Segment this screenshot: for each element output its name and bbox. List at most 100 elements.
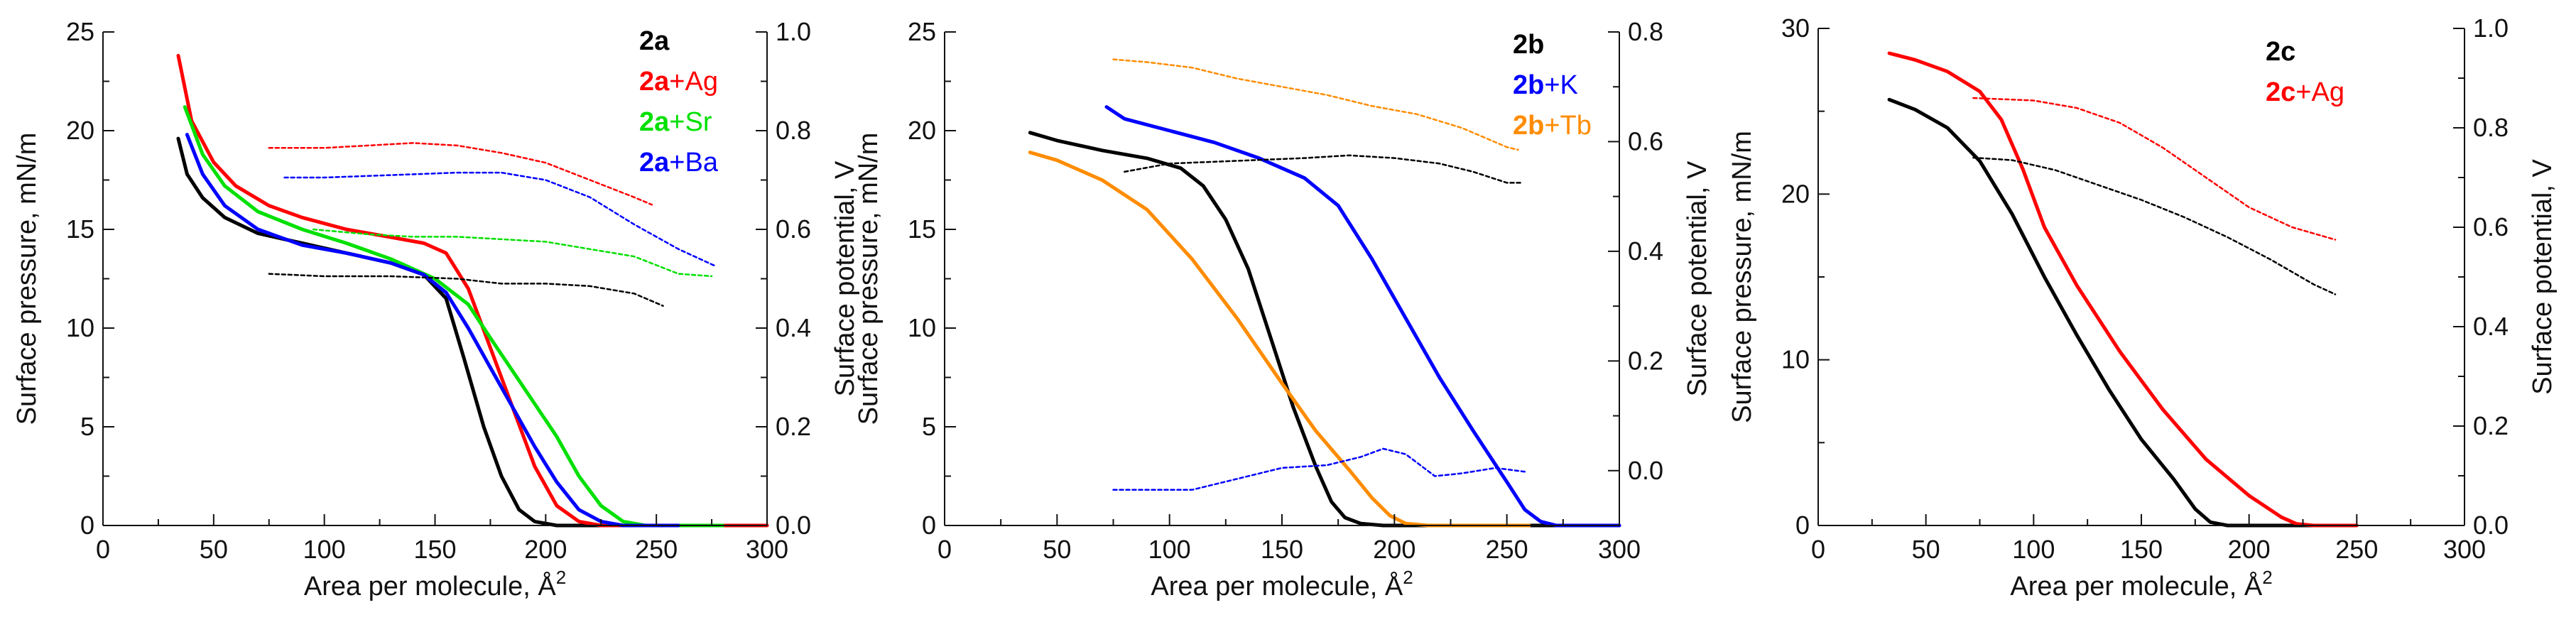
x-axis-label-sup: 2 [556, 567, 566, 588]
legend-entry: 2a+Ba [639, 148, 719, 178]
chart-panel-2: 0 50 100 150 200 250 300 0 5 10 15 20 25 0.0 0.2 0.4 0.6… [854, 17, 1712, 601]
y-tick-label: 25 [66, 17, 94, 46]
x-tick-label: 50 [1912, 535, 1940, 564]
x-tick-label: 250 [2335, 535, 2378, 564]
x-tick-label: 50 [1043, 535, 1071, 564]
y2-axis-label: Surface potential, V [1683, 160, 1712, 396]
series-line-1-pressure [176, 136, 769, 528]
series-line-4-potential [1112, 58, 1519, 151]
y-tick-label: 30 [1781, 13, 1810, 43]
x-tick-label: 0 [1811, 535, 1825, 564]
series-line-2-pressure [176, 53, 769, 528]
legend-entry-bold: 2a [639, 107, 670, 137]
x-tick-label: 250 [1486, 535, 1528, 564]
series-line-1-pressure [1887, 97, 2337, 528]
legend-entry: 2c+Ag [2266, 77, 2344, 107]
series-line-4-pressure [185, 133, 680, 528]
y-axis-label: Surface pressure, mN/m [854, 133, 884, 425]
legend-entry: 2a+Sr [639, 107, 712, 137]
y2-axis-label: Surface potential, V [830, 160, 860, 396]
x-tick-label: 150 [413, 535, 456, 564]
chart-panel-1: 0 50 100 150 200 250 300 0 5 10 15 20 25 0.0 0.2 0.4 0.6… [12, 17, 860, 601]
legend-entry-rest: +Ba [669, 148, 719, 178]
legend-entry: 2b [1513, 30, 1544, 60]
series-line-3-pressure [1028, 151, 1531, 528]
y2-tick-label: 1.0 [776, 17, 811, 46]
y2-tick-label: 1.0 [2473, 13, 2509, 43]
x-tick-label: 50 [200, 535, 228, 564]
x-tick-label: 100 [303, 535, 346, 564]
x-tick-label: 0 [96, 535, 110, 564]
series-line-8-potential [268, 273, 664, 307]
y-tick-label: 0 [1795, 511, 1810, 540]
series-line-1-pressure [1028, 131, 1621, 528]
series-line-7-potential [312, 228, 713, 278]
legend-entry-bold: 2b [1513, 111, 1544, 141]
series-line-5-potential [1124, 154, 1524, 184]
legend-entry-rest: +Ag [2295, 77, 2344, 107]
series-line-3-pressure [1887, 51, 2359, 528]
y-tick-label: 5 [80, 412, 94, 441]
x-tick-label: 300 [746, 535, 788, 564]
series-line-6-potential [283, 171, 717, 268]
legend-entry-bold: 2a [639, 148, 670, 178]
legend-entry: 2b+K [1513, 70, 1578, 100]
series-line-6-potential [1112, 447, 1526, 491]
y-tick-label: 25 [908, 17, 936, 46]
legend-entry-bold: 2a [639, 26, 670, 56]
series-line-2-pressure [1104, 105, 1621, 528]
x-tick-label: 250 [635, 535, 678, 564]
chart-panel-3: 0 50 100 150 200 250 300 0 10 20 30 0.0 0.2 0.4 0.6 0.8… [1727, 13, 2558, 601]
legend-entry-bold: 2c [2266, 77, 2295, 107]
y-tick-label: 10 [66, 313, 94, 342]
axes: 0 50 100 150 200 250 300 0 10 20 30 0.0 0.2 0.4 0.6 0.8… [1727, 13, 2558, 601]
y-tick-label: 15 [908, 214, 936, 244]
axes: 0 50 100 150 200 250 300 0 5 10 15 20 25 0.0 0.2 0.4 0.6… [12, 17, 860, 601]
axes: 0 50 100 150 200 250 300 0 5 10 15 20 25 0.0 0.2 0.4 0.6… [854, 17, 1712, 601]
y2-tick-label: 0.8 [1628, 17, 1663, 46]
y2-tick-label: 0.0 [2473, 511, 2509, 540]
legend-entry: 2a+Ag [639, 67, 718, 97]
series-line-3-pressure [183, 105, 725, 528]
legend-entry-rest: +Ag [669, 67, 718, 97]
y2-tick-label: 0.2 [1628, 346, 1663, 375]
y2-tick-label: 0.2 [2473, 411, 2509, 440]
y2-tick-label: 0.0 [776, 511, 811, 540]
series-line-5-potential [268, 142, 653, 206]
x-tick-label: 100 [2012, 535, 2055, 564]
x-tick-label: 300 [2443, 535, 2486, 564]
x-tick-label: 200 [1373, 535, 1415, 564]
y2-tick-label: 0.0 [1628, 456, 1663, 485]
x-tick-label: 150 [2120, 535, 2163, 564]
x-tick-label: 150 [1261, 535, 1303, 564]
legend-entry-bold: 2b [1513, 70, 1544, 100]
x-tick-label: 100 [1148, 535, 1191, 564]
y2-tick-label: 0.4 [1628, 236, 1663, 266]
y-tick-label: 5 [922, 412, 936, 441]
x-tick-label: 300 [1598, 535, 1641, 564]
x-axis-label: Area per molecule, Å2 [2010, 567, 2272, 601]
series-line-4-potential [1972, 97, 2337, 241]
y-axis-label: Surface pressure, mN/m [12, 133, 42, 425]
legend-entry: 2c [2266, 37, 2295, 67]
y2-tick-label: 0.6 [776, 214, 811, 244]
y-tick-label: 20 [66, 116, 94, 145]
legend-entry: 2b+Tb [1513, 111, 1592, 141]
y-tick-label: 20 [908, 116, 936, 145]
legend-entry: 2a [639, 26, 670, 56]
legend-entry-rest: +K [1544, 70, 1578, 100]
y2-tick-label: 0.4 [2473, 312, 2509, 341]
legend-entry-rest: +Tb [1544, 111, 1592, 141]
legend-entry-rest: +Sr [669, 107, 712, 137]
legend-entry-bold: 2b [1513, 30, 1544, 60]
y2-tick-label: 0.6 [2473, 212, 2509, 241]
y-tick-label: 10 [908, 313, 936, 342]
legend-entry-bold: 2c [2266, 37, 2295, 67]
y-tick-label: 20 [1781, 179, 1810, 208]
x-axis-label-sup: 2 [2262, 567, 2272, 588]
series-line-5-potential [1972, 156, 2337, 295]
